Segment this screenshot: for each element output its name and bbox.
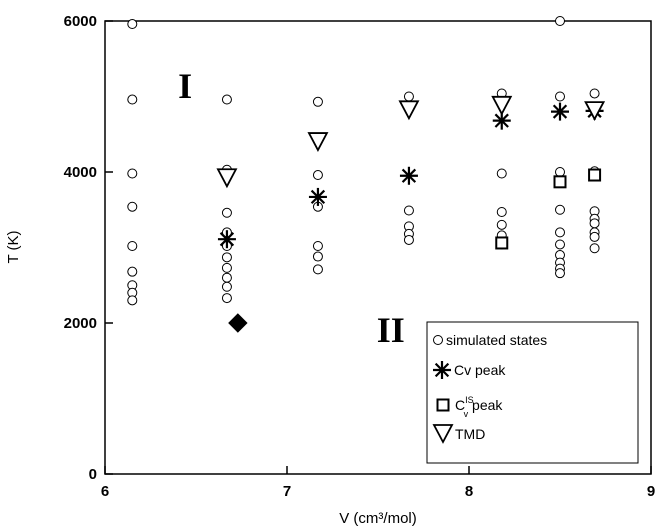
data-marks: [127, 16, 606, 333]
legend-icon-circle: [433, 335, 443, 345]
x-tick-label: 9: [647, 483, 655, 500]
plot-frame: [104, 20, 652, 475]
data-point-open-circle: [555, 16, 565, 26]
data-point-open-circle: [312, 170, 323, 181]
data-point-open-circle: [221, 252, 232, 263]
x-tick-label: 6: [101, 483, 109, 500]
data-point-open-circle: [127, 240, 138, 251]
legend-label-cis-peak: CIS v peak: [455, 395, 503, 419]
data-point-open-circle: [127, 295, 138, 306]
series-open-circle: [127, 16, 600, 306]
data-point-open-triangle-down: [584, 101, 606, 122]
data-point-open-circle: [555, 167, 565, 177]
legend-label-tmd: TMD: [455, 426, 485, 442]
data-point-open-circle: [221, 207, 232, 218]
data-point-open-circle: [221, 272, 232, 283]
data-point-open-circle: [555, 204, 565, 215]
legend-cis-sup: IS: [465, 395, 474, 405]
data-point-open-circle: [127, 94, 138, 105]
data-point-open-circle: [221, 94, 232, 105]
y-axis-label: T (K): [5, 230, 22, 263]
legend-label-simulated: simulated states: [446, 332, 547, 348]
data-point-open-circle: [312, 240, 323, 251]
legend-icons: [432, 335, 454, 444]
x-tick-label: 7: [283, 483, 291, 500]
data-point-open-circle: [127, 19, 138, 30]
data-point-open-circle: [589, 218, 600, 229]
y-tick-label: 2000: [64, 315, 97, 332]
series-open-triangle-down: [216, 95, 606, 189]
data-point-open-circle: [127, 168, 138, 179]
x-tick-label: 8: [465, 483, 473, 500]
data-point-open-square: [588, 168, 602, 182]
data-point-open-circle: [312, 264, 323, 275]
data-point-filled-diamond: [228, 313, 248, 333]
data-point-open-circle: [312, 96, 323, 107]
y-tick-label: 0: [89, 466, 97, 483]
series-open-square: [495, 168, 602, 250]
data-point-open-circle: [589, 88, 600, 99]
data-point-open-circle: [127, 266, 138, 277]
data-point-open-circle: [221, 281, 232, 292]
data-point-asterisk: [308, 187, 327, 206]
series-filled-diamond: [228, 313, 248, 333]
region-label: I: [178, 66, 192, 106]
y-tick-label: 6000: [64, 13, 97, 30]
data-point-open-circle: [403, 91, 414, 102]
data-point-asterisk: [217, 230, 236, 249]
legend-box: [426, 321, 639, 464]
data-point-open-circle: [403, 205, 414, 216]
data-point-asterisk: [551, 102, 569, 121]
data-point-open-triangle-down: [307, 132, 329, 152]
data-point-open-circle: [221, 262, 232, 273]
data-point-open-square: [495, 236, 509, 250]
data-point-open-circle: [221, 293, 232, 304]
legend-icon-triangle: [432, 424, 454, 444]
data-point-open-circle: [589, 231, 600, 242]
x-axis-label: V (cm³/mol): [339, 510, 417, 527]
legend-cis-sub: v: [464, 409, 469, 419]
data-point-open-circle: [496, 207, 507, 218]
region-label: II: [377, 310, 405, 350]
data-point-open-circle: [555, 227, 565, 238]
legend-icon-square: [436, 398, 450, 412]
legend-label-cv-peak: Cv peak: [454, 362, 506, 378]
axis-ticks: 6 7 8 9 0 2000 4000 6000: [64, 13, 656, 500]
legend-icon-asterisk: [433, 361, 451, 379]
data-point-open-circle: [555, 91, 565, 102]
data-point-open-circle: [127, 201, 138, 212]
data-point-open-circle: [589, 243, 600, 254]
y-tick-label: 4000: [64, 164, 97, 181]
data-point-open-circle: [555, 239, 565, 250]
legend: simulated states Cv peak CIS v peak TMD: [426, 321, 639, 464]
data-point-open-triangle-down: [491, 95, 513, 116]
data-point-asterisk: [399, 166, 418, 185]
region-labels: III: [178, 66, 405, 350]
data-point-open-square: [553, 175, 567, 189]
legend-cis-rest: peak: [468, 397, 503, 413]
data-point-open-circle: [403, 234, 414, 245]
data-point-open-circle: [496, 219, 507, 230]
data-point-open-triangle-down: [398, 100, 420, 121]
data-point-open-triangle-down: [216, 168, 238, 189]
data-point-open-circle: [496, 168, 507, 179]
data-point-open-circle: [555, 268, 565, 279]
legend-cis-base: C: [455, 397, 465, 413]
data-point-open-circle: [312, 251, 323, 262]
